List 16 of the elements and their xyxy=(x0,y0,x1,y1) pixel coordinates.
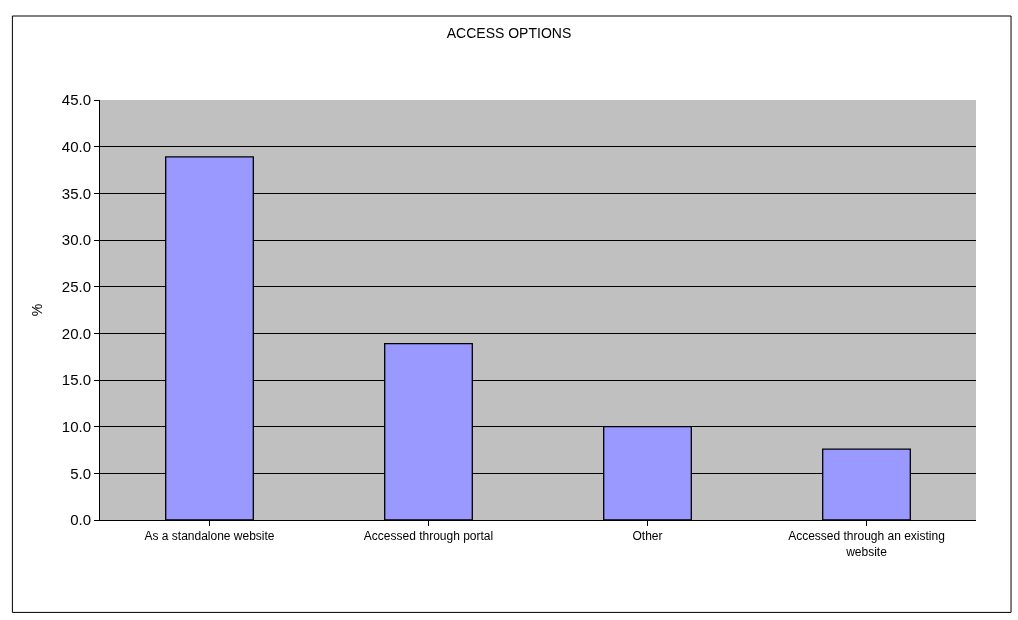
y-tick-label: 35.0 xyxy=(61,184,91,202)
y-axis-title: % xyxy=(29,303,46,317)
x-tick-label: Accessed through an existing website xyxy=(788,529,945,559)
y-tick-label: 25.0 xyxy=(61,277,91,295)
y-tick-label: 15.0 xyxy=(61,371,91,389)
x-tick-label: As a standalone website xyxy=(144,529,275,544)
y-tick-label: 10.0 xyxy=(61,417,91,435)
y-tick-label: 20.0 xyxy=(61,324,91,342)
y-tick-label: 5.0 xyxy=(70,464,91,482)
chart-title: ACCESS OPTIONS xyxy=(446,24,572,41)
x-tick-label: Other xyxy=(632,529,663,544)
y-tick-label: 0.0 xyxy=(70,511,91,529)
x-tick-label: Accessed through portal xyxy=(363,529,494,544)
y-tick-label: 40.0 xyxy=(61,137,91,155)
y-tick-label: 45.0 xyxy=(61,91,91,109)
y-tick-label: 30.0 xyxy=(61,231,91,249)
